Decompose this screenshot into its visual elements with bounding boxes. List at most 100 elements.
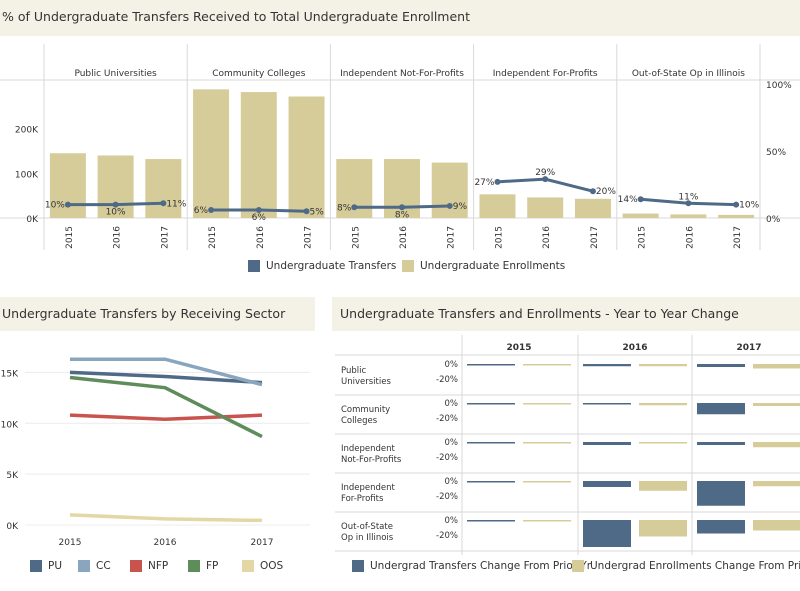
legend-transfers: Undergraduate Transfers (248, 260, 396, 272)
change-row-label: Public (341, 366, 366, 376)
change-y-tick: 0% (445, 516, 459, 526)
line-chart-y-tick: 0K (6, 522, 19, 532)
bottom-left-title-bar: Undergraduate Transfers by Receiving Sec… (0, 297, 315, 331)
transfer-percentage-label: 10% (106, 208, 126, 218)
enrollments-change-bar (753, 481, 800, 487)
legend-oos: OOS (242, 560, 283, 572)
line-chart-legend: PU CC NFP FP OOS (30, 560, 320, 574)
enrollments-change-bar (753, 520, 800, 531)
transfers-change-bar (583, 364, 631, 367)
transfer-percentage-point (255, 206, 262, 213)
transfer-percentage-label: 20% (596, 187, 616, 197)
series-line-pu (69, 370, 263, 385)
transfer-percentage-label: 6% (252, 213, 267, 223)
transfers-change-bar (467, 403, 515, 405)
series-line-oos (69, 513, 263, 523)
enrollment-bar (288, 96, 325, 218)
legend-pu: PU (30, 560, 62, 572)
transfers-change-bar (467, 364, 515, 366)
enrollments-change-bar (753, 442, 800, 448)
transfers-change-bar (583, 520, 631, 547)
legend-label: PU (48, 560, 63, 572)
legend-enrollments-change-label: Undergrad Enrollments Change From Prior … (590, 560, 800, 572)
change-y-tick: -20% (436, 375, 458, 385)
enrollment-bar (527, 197, 564, 218)
transfer-percentage-point (351, 204, 358, 211)
left-axis-tick-label: 200K (15, 126, 39, 136)
transfer-percentage-label: 5% (310, 207, 325, 217)
line-chart-y-tick: 10K (1, 420, 19, 430)
line-chart-x-tick: 2015 (59, 538, 82, 548)
line-chart-x-tick: 2016 (154, 538, 177, 548)
transfer-percentage-point (542, 176, 549, 183)
transfer-percentage-point (303, 208, 310, 215)
legend-transfers-swatch (248, 260, 260, 272)
enrollments-change-bar (639, 520, 687, 537)
change-y-tick: 0% (445, 477, 459, 487)
legend-label: CC (96, 560, 111, 572)
panel-header-label: Out-of-State Op in Illinois (632, 69, 745, 79)
legend-fp: FP (188, 560, 218, 572)
transfers-change-bar (583, 442, 631, 445)
enrollment-bar (145, 159, 182, 218)
change-y-tick: 0% (445, 438, 459, 448)
series-line-fp (69, 375, 263, 439)
legend-swatch (188, 560, 200, 572)
year-tick-label: 2017 (590, 226, 600, 249)
year-tick-label: 2016 (685, 226, 695, 249)
change-row-label: Colleges (341, 416, 378, 426)
transfer-percentage-label: 14% (618, 195, 638, 205)
transfer-percentage-point (160, 200, 167, 207)
top-chart-title: % of Undergraduate Transfers Received to… (2, 9, 470, 24)
year-tick-label: 2015 (351, 226, 361, 249)
year-tick-label: 2015 (494, 226, 504, 249)
transfer-percentage-point (399, 204, 405, 211)
enrollment-bar (670, 214, 707, 218)
change-row-label: Community (341, 405, 390, 415)
left-axis-tick-label: 0K (26, 215, 39, 225)
enrollment-bar (479, 194, 516, 218)
line-chart-x-tick: 2017 (251, 538, 274, 548)
enrollments-change-bar (523, 481, 571, 483)
transfer-percentage-label: 27% (474, 178, 494, 188)
change-column-header: 2017 (736, 343, 761, 353)
transfer-percentage-label: 10% (45, 201, 65, 211)
transfer-percentage-label: 11% (166, 199, 186, 209)
transfers-change-bar (697, 481, 745, 506)
left-axis-tick-label: 100K (15, 170, 39, 180)
transfers-change-bar (697, 403, 745, 415)
enrollments-change-bar (639, 481, 687, 491)
change-column-header: 2016 (622, 343, 647, 353)
year-tick-label: 2016 (399, 226, 409, 249)
bottom-left-chart-title: Undergraduate Transfers by Receiving Sec… (2, 306, 286, 321)
enrollments-change-bar (523, 442, 571, 444)
enrollment-bar (240, 92, 277, 218)
transfer-percentage-point (685, 200, 692, 207)
transfer-percentage-label: 29% (535, 168, 555, 178)
enrollments-change-bar (523, 520, 571, 522)
legend-transfers-change-label: Undergrad Transfers Change From Prior Yr (370, 560, 592, 572)
transfers-change-bar (697, 520, 745, 534)
transfer-percentage-point (733, 201, 740, 208)
legend-swatch (30, 560, 42, 572)
legend-nfp: NFP (130, 560, 168, 572)
panel-header-label: Independent Not-For-Profits (340, 69, 464, 79)
legend-enrollments-change-swatch (572, 560, 584, 572)
year-tick-label: 2015 (638, 226, 648, 249)
legend-cc: CC (78, 560, 111, 572)
transfer-percentage-point (589, 188, 596, 195)
transfer-percentage-point (208, 206, 215, 213)
panel-header-label: Independent For-Profits (493, 69, 598, 79)
transfers-change-bar (467, 520, 515, 522)
transfers-change-bar (467, 481, 515, 483)
bottom-right-title-bar: Undergraduate Transfers and Enrollments … (332, 297, 800, 331)
change-y-tick: 0% (445, 360, 459, 370)
transfer-percentage-label: 6% (194, 206, 209, 216)
legend-swatch (130, 560, 142, 572)
enrollment-bar (574, 198, 611, 218)
year-tick-label: 2015 (208, 226, 218, 249)
change-row-label: Not-For-Profits (341, 455, 402, 465)
legend-label: OOS (260, 560, 284, 572)
change-row-label: Out-of-State (341, 522, 393, 532)
